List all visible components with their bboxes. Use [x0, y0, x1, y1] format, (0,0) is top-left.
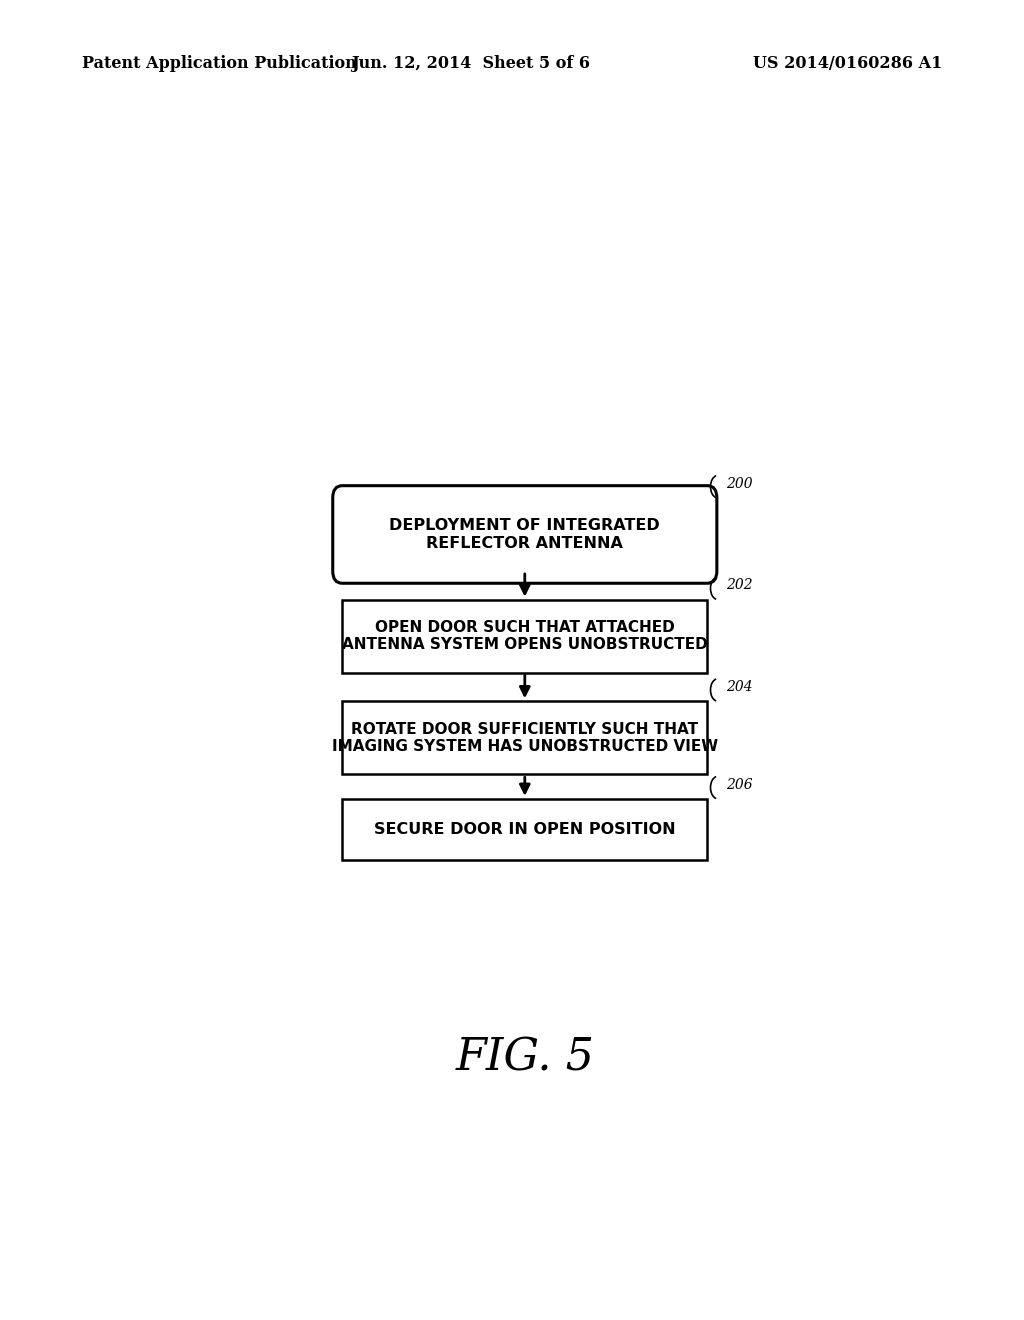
- FancyBboxPatch shape: [342, 799, 708, 859]
- Text: ROTATE DOOR SUFFICIENTLY SUCH THAT
IMAGING SYSTEM HAS UNOBSTRUCTED VIEW: ROTATE DOOR SUFFICIENTLY SUCH THAT IMAGI…: [332, 722, 718, 754]
- Text: DEPLOYMENT OF INTEGRATED
REFLECTOR ANTENNA: DEPLOYMENT OF INTEGRATED REFLECTOR ANTEN…: [389, 519, 660, 550]
- Text: Jun. 12, 2014  Sheet 5 of 6: Jun. 12, 2014 Sheet 5 of 6: [351, 55, 591, 71]
- Text: FIG. 5: FIG. 5: [456, 1036, 594, 1080]
- Text: 200: 200: [726, 477, 753, 491]
- Text: OPEN DOOR SUCH THAT ATTACHED
ANTENNA SYSTEM OPENS UNOBSTRUCTED: OPEN DOOR SUCH THAT ATTACHED ANTENNA SYS…: [342, 620, 708, 652]
- Text: SECURE DOOR IN OPEN POSITION: SECURE DOOR IN OPEN POSITION: [374, 822, 676, 837]
- FancyBboxPatch shape: [342, 701, 708, 775]
- Text: Patent Application Publication: Patent Application Publication: [82, 55, 356, 71]
- Text: 206: 206: [726, 777, 753, 792]
- FancyBboxPatch shape: [333, 486, 717, 583]
- FancyBboxPatch shape: [342, 599, 708, 673]
- Text: 204: 204: [726, 680, 753, 694]
- Text: 202: 202: [726, 578, 753, 593]
- Text: US 2014/0160286 A1: US 2014/0160286 A1: [753, 55, 942, 71]
